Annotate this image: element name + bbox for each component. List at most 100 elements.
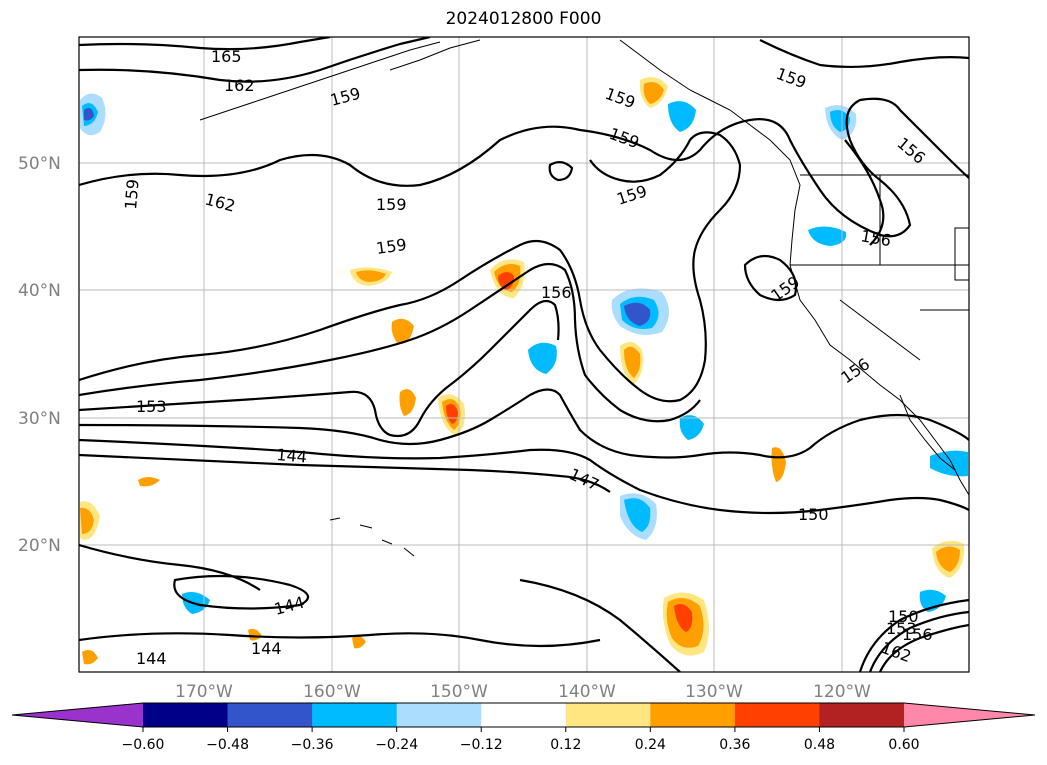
height-contour <box>79 97 969 238</box>
height-contour <box>79 131 742 403</box>
longitude-axis: 170°W 160°W 150°W 140°W 130°W 120°W <box>175 682 871 702</box>
lat-tick-label: 50°N <box>18 154 61 174</box>
negative-anomaly-blob <box>668 101 696 132</box>
colorbar-tick-label: −0.36 <box>291 737 334 753</box>
colorbar-segment <box>143 703 229 727</box>
height-contours <box>79 37 969 672</box>
positive-anomaly-blob <box>662 592 709 656</box>
height-contour <box>79 543 261 591</box>
contour-label: 156 <box>837 354 873 387</box>
contour-label: 159 <box>121 178 143 210</box>
north-american-coastline <box>619 39 969 496</box>
negative-anomaly-blob <box>808 226 847 246</box>
contour-label: 159 <box>614 181 649 209</box>
height-contour <box>844 139 885 246</box>
colorbar-segment <box>396 703 482 727</box>
height-contour <box>79 37 331 51</box>
height-contour <box>79 438 969 515</box>
height-contour <box>858 598 969 672</box>
positive-anomaly-blob <box>932 540 965 578</box>
contour-label: 159 <box>603 84 638 112</box>
latitude-axis: 50°N 40°N 30°N 20°N <box>18 154 61 556</box>
lat-tick-label: 30°N <box>18 409 61 429</box>
contour-label: 156 <box>902 625 933 644</box>
lat-tick-label: 20°N <box>18 536 61 556</box>
state-border <box>790 174 969 361</box>
coastlines <box>199 39 969 557</box>
positive-anomaly-blob <box>82 650 98 665</box>
negative-anomaly-blob <box>825 105 857 140</box>
alaska-coast <box>389 39 481 71</box>
positive-anomaly-blob <box>490 259 525 298</box>
positive-anomaly-blob <box>352 635 366 649</box>
colorbar-tick-label: 0.36 <box>719 737 750 753</box>
height-contour <box>79 388 969 459</box>
lon-tick-label: 130°W <box>685 682 743 702</box>
map-frame <box>78 36 970 673</box>
colorbar-tick-label: 0.12 <box>550 737 581 753</box>
aleutian-islands <box>199 41 441 121</box>
height-contour <box>759 39 969 68</box>
contour-label: 159 <box>376 195 407 214</box>
negative-anomaly-blob <box>919 589 946 612</box>
positive-anomaly-blob <box>399 389 416 416</box>
positive-anomaly-blob <box>639 77 668 108</box>
colorbar-segment <box>650 703 736 727</box>
contour-label: 144 <box>136 649 167 668</box>
negative-anomaly-blob <box>930 450 968 477</box>
contour-label: 144 <box>272 593 306 619</box>
negative-anomaly-blob <box>620 493 657 540</box>
contour-label: 156 <box>541 283 572 302</box>
contour-label: 144 <box>276 445 308 467</box>
contour-label: 162 <box>203 190 237 216</box>
contour-label: 159 <box>607 124 642 152</box>
contour-label: 159 <box>328 84 362 110</box>
contour-label: 147 <box>566 464 602 494</box>
colorbar-extend-low <box>12 703 143 727</box>
map-plot-area: 165 162 159 159 159 159 156 159 162 159 … <box>79 37 969 672</box>
positive-anomaly-blob <box>438 394 465 436</box>
positive-anomaly-blob <box>391 318 414 345</box>
lon-tick-label: 150°W <box>430 682 488 702</box>
height-contour <box>743 254 798 302</box>
height-contour <box>878 623 969 672</box>
contour-label: 156 <box>859 226 892 250</box>
colorbar-segment <box>819 703 905 727</box>
height-contour <box>79 453 611 493</box>
colorbar-segment <box>481 703 567 727</box>
positive-anomaly-blob <box>620 341 643 384</box>
graticule <box>79 37 969 672</box>
lon-tick-label: 120°W <box>813 682 871 702</box>
colorbar-segment <box>227 703 313 727</box>
height-contour <box>548 161 574 182</box>
height-contour <box>519 578 681 672</box>
contour-label: 153 <box>886 619 917 638</box>
contour-label: 153 <box>136 397 167 416</box>
positive-anomaly-blob <box>771 447 786 482</box>
positive-anomaly-blob <box>138 477 160 487</box>
height-contour <box>173 574 310 610</box>
contour-label: 165 <box>211 47 242 66</box>
contour-label: 162 <box>224 76 255 95</box>
colorbar-segment <box>312 703 398 727</box>
colorbar-tick-label: 0.24 <box>635 737 666 753</box>
lat-tick-label: 40°N <box>18 281 61 301</box>
negative-anomaly-blob <box>528 342 557 374</box>
colorbar-segment <box>565 703 651 727</box>
height-contour <box>79 262 701 423</box>
height-contour <box>79 632 601 648</box>
lon-tick-label: 160°W <box>303 682 361 702</box>
colorbar-tick-label: 0.48 <box>804 737 835 753</box>
height-contour <box>868 610 969 672</box>
contour-label: 150 <box>888 607 919 626</box>
colorbar-segment <box>734 703 820 727</box>
map-title: 2024012800 F000 <box>445 9 602 29</box>
contour-label: 150 <box>798 505 829 524</box>
contour-label: 159 <box>375 235 408 258</box>
positive-anomaly-blob <box>80 501 100 540</box>
contour-label: 144 <box>251 639 282 658</box>
hawaiian-islands <box>329 517 415 557</box>
lon-tick-label: 140°W <box>558 682 616 702</box>
colorbar-tick-label: 0.60 <box>888 737 919 753</box>
